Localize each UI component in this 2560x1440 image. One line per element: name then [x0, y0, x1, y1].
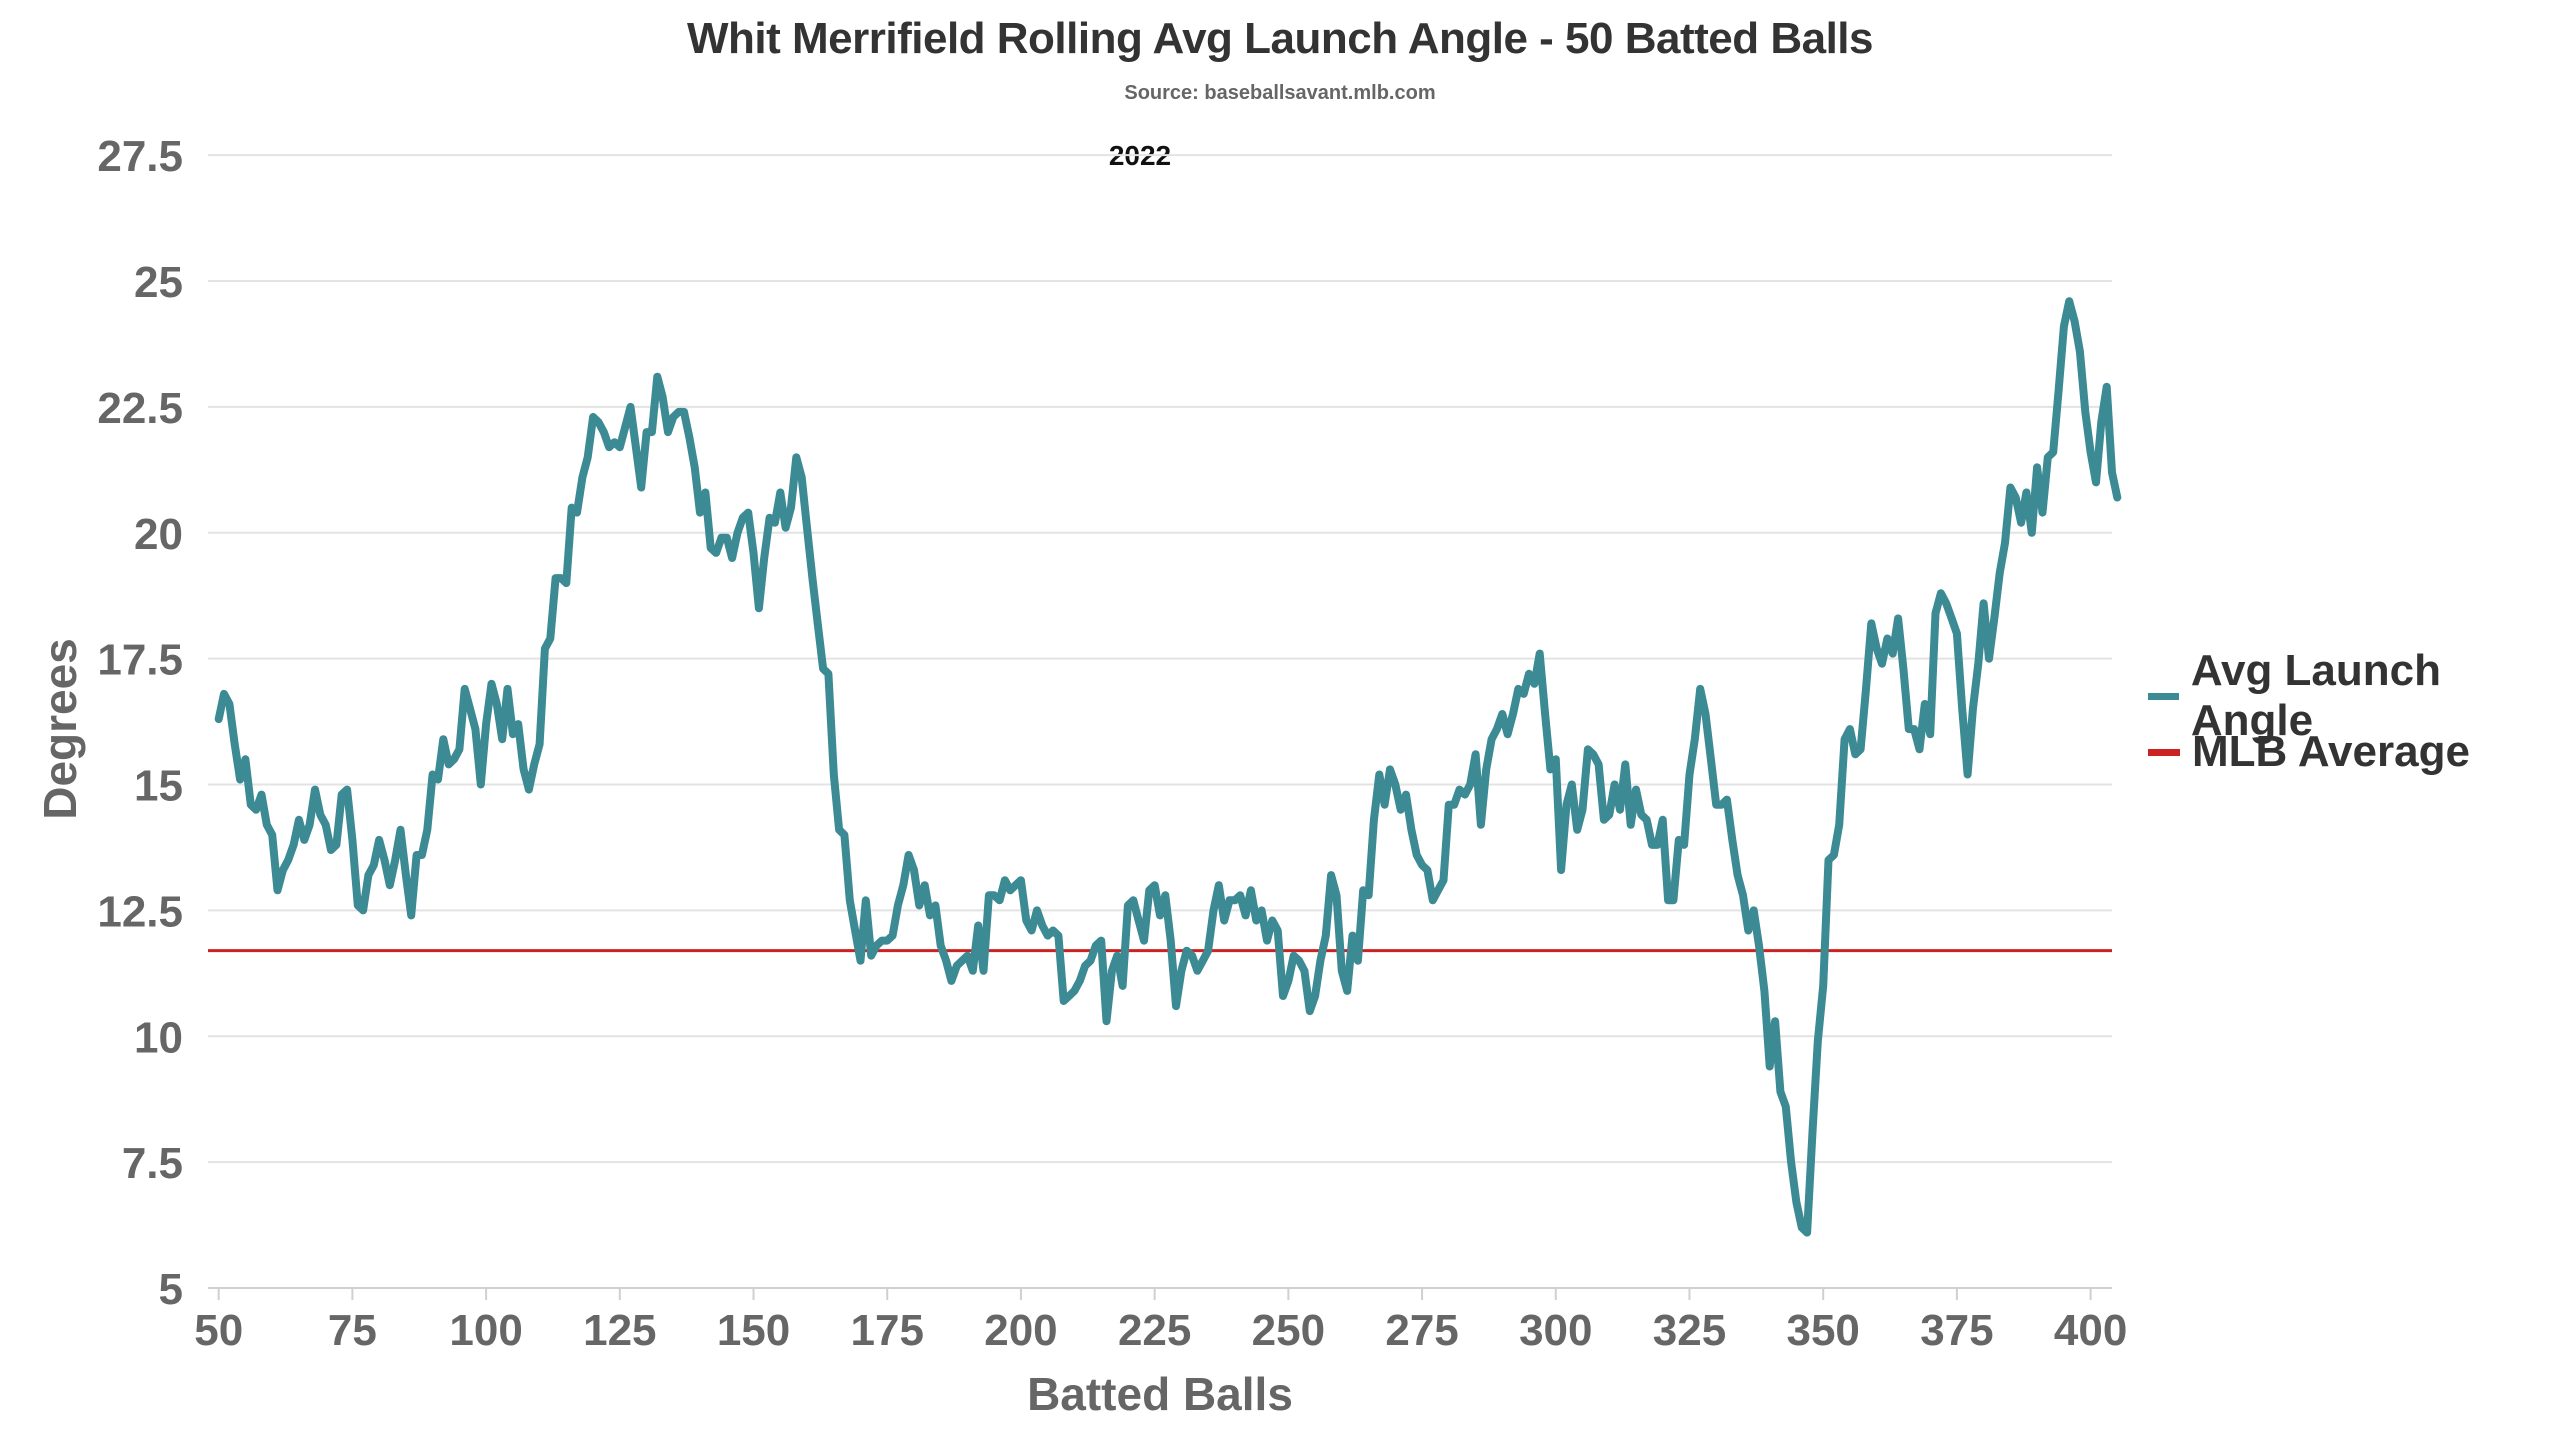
legend-swatch-mlb-average [2148, 748, 2180, 756]
x-tick-label: 100 [449, 1306, 522, 1355]
gridlines [208, 154, 2112, 1164]
y-axis-label: Degrees [34, 638, 86, 820]
y-tick-label: 5 [159, 1265, 183, 1314]
x-axis-label: Batted Balls [1027, 1368, 1293, 1420]
x-tick-label: 125 [583, 1306, 656, 1355]
chart-subtitle: Source: baseballsavant.mlb.com [1124, 82, 1436, 104]
y-tick-label: 12.5 [97, 887, 183, 936]
x-tick-label: 400 [2054, 1306, 2127, 1355]
x-tick-label: 375 [1920, 1306, 1993, 1355]
x-tick-label: 75 [328, 1306, 377, 1355]
x-tick-label: 325 [1653, 1306, 1726, 1355]
x-tick-label: 175 [851, 1306, 924, 1355]
y-tick-label: 10 [134, 1013, 183, 1062]
chart-title: Whit Merrifield Rolling Avg Launch Angle… [687, 14, 1873, 63]
x-tick-label: 150 [717, 1306, 790, 1355]
x-tick-label: 275 [1385, 1306, 1458, 1355]
x-tick-label: 250 [1252, 1306, 1325, 1355]
y-tick-label: 7.5 [122, 1139, 183, 1188]
y-axis-ticks: 5 7.5 10 12.5 15 17.5 20 22.5 25 27.5 [97, 132, 183, 1314]
series-group [208, 297, 2122, 1237]
y-tick-label: 17.5 [97, 636, 183, 685]
x-tick-label: 350 [1786, 1306, 1859, 1355]
y-tick-label: 15 [134, 762, 183, 811]
y-tick-label: 27.5 [97, 132, 183, 181]
legend: Avg Launch Angle MLB Average [2148, 646, 2560, 780]
x-tick-label: 300 [1519, 1306, 1592, 1355]
legend-swatch-avg-launch-angle [2148, 692, 2179, 700]
legend-item-avg-launch-angle[interactable]: Avg Launch Angle [2148, 646, 2560, 745]
y-tick-label: 22.5 [97, 384, 183, 433]
x-tick-label: 225 [1118, 1306, 1191, 1355]
legend-label-mlb-average: MLB Average [2192, 727, 2470, 776]
legend-item-mlb-average[interactable]: MLB Average [2148, 724, 2560, 780]
y-tick-label: 20 [134, 510, 183, 559]
x-axis-ticks: 50 75 100 125 150 175 200 225 250 275 300 325 350 375… [194, 1288, 2127, 1355]
x-tick-label: 200 [984, 1306, 1057, 1355]
x-tick-label: 50 [194, 1306, 243, 1355]
y-tick-label: 25 [134, 258, 183, 307]
series-line-avg-launch-angle [214, 297, 2122, 1237]
legend-label-avg-launch-angle: Avg Launch Angle [2190, 646, 2442, 745]
